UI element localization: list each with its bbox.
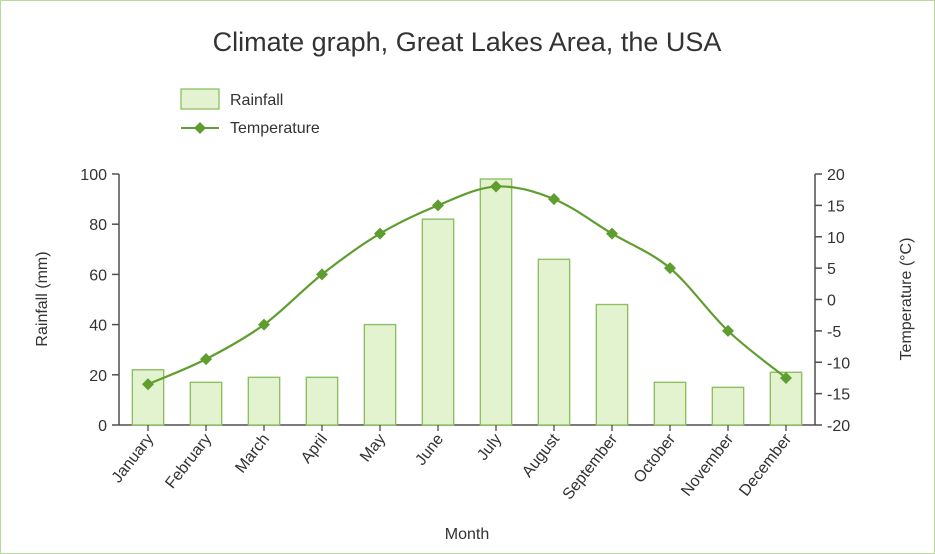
x-tick-label: March [232, 431, 273, 476]
legend-temperature-label: Temperature [230, 120, 320, 137]
x-axis-ticks: January February March April May June July Augu… [109, 425, 796, 503]
right-tick-label: 10 [827, 230, 845, 247]
rainfall-bar-october [653, 381, 687, 426]
right-tick-label: 15 [827, 198, 845, 215]
temperature-point-march [258, 318, 270, 331]
right-tick-label: -10 [827, 355, 850, 372]
temperature-line [147, 185, 787, 386]
right-tick-label: -5 [827, 324, 841, 341]
right-tick-label: 0 [827, 293, 836, 310]
temperature-point-may [374, 227, 386, 240]
rainfall-bar-june [421, 218, 455, 426]
temperature-point-august [548, 193, 560, 206]
temperature-point-july [490, 180, 502, 193]
right-tick-label: -20 [827, 418, 850, 435]
legend-temperature-marker [194, 122, 206, 134]
rainfall-bar-may [363, 323, 397, 426]
x-tick-label: September [560, 430, 622, 503]
rainfall-bar-march [247, 376, 281, 426]
legend-rainfall-label: Rainfall [230, 92, 283, 109]
chart-title: Climate graph, Great Lakes Area, the USA [213, 27, 722, 57]
rainfall-bar-september [595, 303, 629, 426]
left-tick-label: 80 [89, 217, 107, 234]
x-tick-label: December [736, 430, 795, 499]
x-axis-title: Month [445, 526, 489, 543]
rainfall-bars [131, 178, 803, 426]
legend-rainfall-swatch [180, 88, 220, 110]
temperature-point-november [722, 324, 734, 337]
left-tick-label: 20 [89, 368, 107, 385]
left-tick-label: 0 [98, 418, 107, 435]
temperature-point-december [780, 371, 792, 384]
legend: Rainfall Temperature [180, 88, 320, 137]
rainfall-bar-august [537, 258, 571, 426]
left-tick-label: 60 [89, 267, 107, 284]
x-tick-label: October [631, 430, 680, 486]
x-tick-label: August [519, 431, 563, 481]
x-tick-label: May [357, 431, 389, 465]
left-tick-label: 100 [80, 167, 107, 184]
x-tick-label: June [412, 431, 447, 469]
x-tick-label: January [109, 431, 157, 486]
right-axis-ticks: -20 -15 -10 -5 0 5 10 15 20 [815, 167, 850, 435]
left-tick-label: 40 [89, 318, 107, 335]
temperature-point-february [200, 353, 212, 366]
right-axis-title: Temperature (°C) [898, 238, 915, 361]
temperature-series [142, 180, 792, 391]
temperature-point-october [664, 262, 676, 275]
left-axis-title: Rainfall (mm) [34, 251, 51, 346]
temperature-point-january [142, 378, 154, 391]
x-tick-label: July [474, 431, 505, 464]
x-tick-label: November [678, 430, 737, 499]
right-tick-label: 5 [827, 261, 836, 278]
x-tick-label: February [162, 431, 215, 492]
temperature-point-september [606, 227, 618, 240]
rainfall-bar-november [711, 386, 745, 426]
rainfall-bar-april [305, 376, 339, 426]
left-axis-ticks: 0 20 40 60 80 100 [80, 167, 119, 435]
rainfall-bar-february [189, 381, 223, 426]
temperature-point-april [316, 268, 328, 281]
x-tick-label: April [298, 431, 331, 467]
right-tick-label: 20 [827, 167, 845, 184]
temperature-point-june [432, 199, 444, 212]
rainfall-bar-january [131, 369, 165, 426]
right-tick-label: -15 [827, 387, 850, 404]
rainfall-bar-july [479, 178, 513, 426]
